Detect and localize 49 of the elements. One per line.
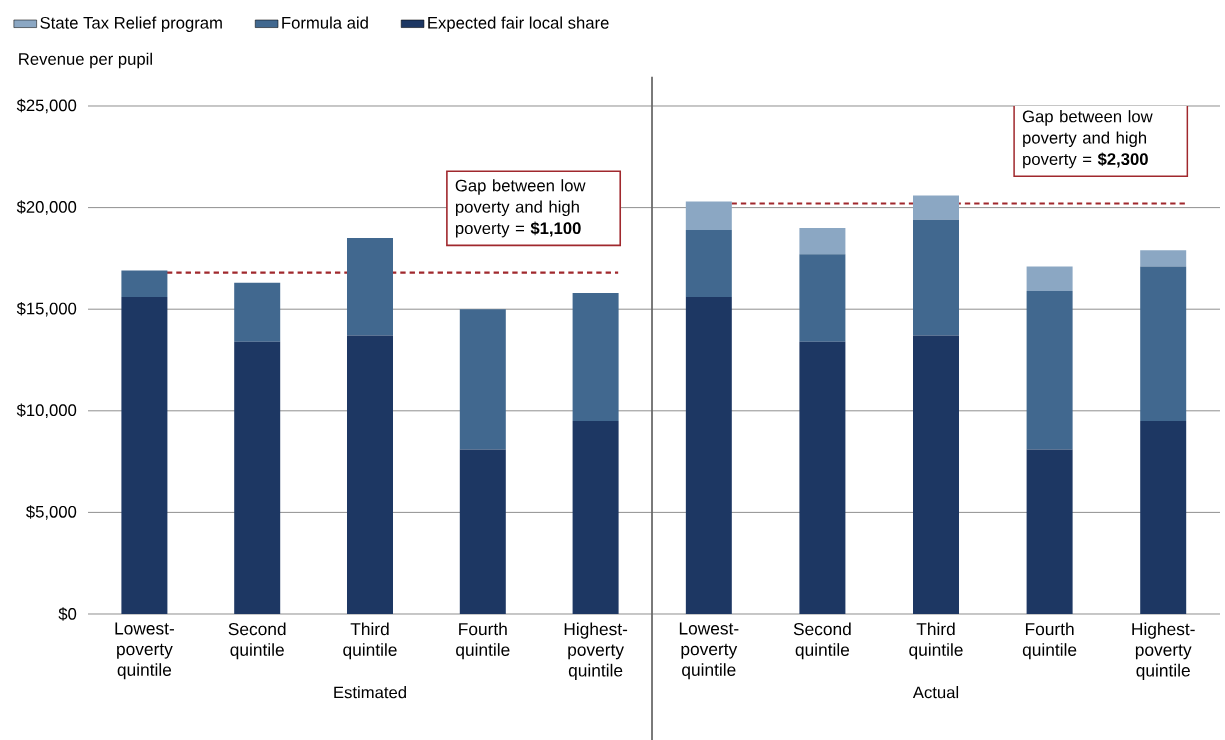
x-tick-label: Third quintile [343,622,397,660]
y-tick-label: $10,000 [16,403,77,419]
bar [1026,266,1073,291]
bar [913,335,960,614]
x-tick-label: Second quintile [228,622,286,660]
bar [913,195,960,220]
bar [121,270,168,298]
bar [347,238,393,336]
bar [1026,449,1073,614]
bar [1140,266,1187,421]
y-tick-label: $0 [58,607,77,621]
x-tick-label: Fourth quintile [456,622,510,660]
bar [1026,290,1073,450]
bar [799,227,846,255]
y-tick-label: $15,000 [16,301,77,317]
x-tick-label: Lowest-poverty quintile [679,622,739,680]
x-tick-label: Fourth quintile [1022,622,1077,660]
x-tick-label: Highest-poverty quintile [1132,622,1195,680]
annotation: Gap between low poverty and high poverty = $2,300 [1022,110,1153,169]
bar [685,201,732,230]
bar [121,297,168,614]
x-tick-label: Third quintile [909,622,963,660]
x-tick-label: Highest-poverty quintile [564,622,628,680]
legend-label: State Tax Relief program [40,16,222,33]
bar [572,292,619,421]
bar [1140,250,1187,267]
bar [459,449,506,614]
legend-label: Expected fair local share [428,16,609,33]
x-tick-label: Second quintile [793,622,851,660]
annotation: Gap between low poverty and high poverty = $1,100 [455,179,586,238]
bar [234,282,281,342]
bar [685,229,732,298]
x-axis-title: Estimated [334,686,406,699]
bar [1140,420,1187,614]
bar [799,341,846,614]
bar [347,335,393,614]
x-axis-title: Actual [912,686,959,699]
bar [913,219,960,336]
y-axis-title: Revenue per pupil [19,52,152,69]
bar [799,254,846,342]
y-tick-label: $25,000 [16,98,77,114]
bar [685,297,732,614]
bar [234,341,281,614]
x-tick-label: Lowest-poverty quintile [115,622,174,680]
legend-label: Formula aid [282,16,368,29]
bar [572,420,619,614]
bar [459,309,506,450]
y-tick-label: $20,000 [16,200,77,215]
y-tick-label: $5,000 [26,505,77,520]
